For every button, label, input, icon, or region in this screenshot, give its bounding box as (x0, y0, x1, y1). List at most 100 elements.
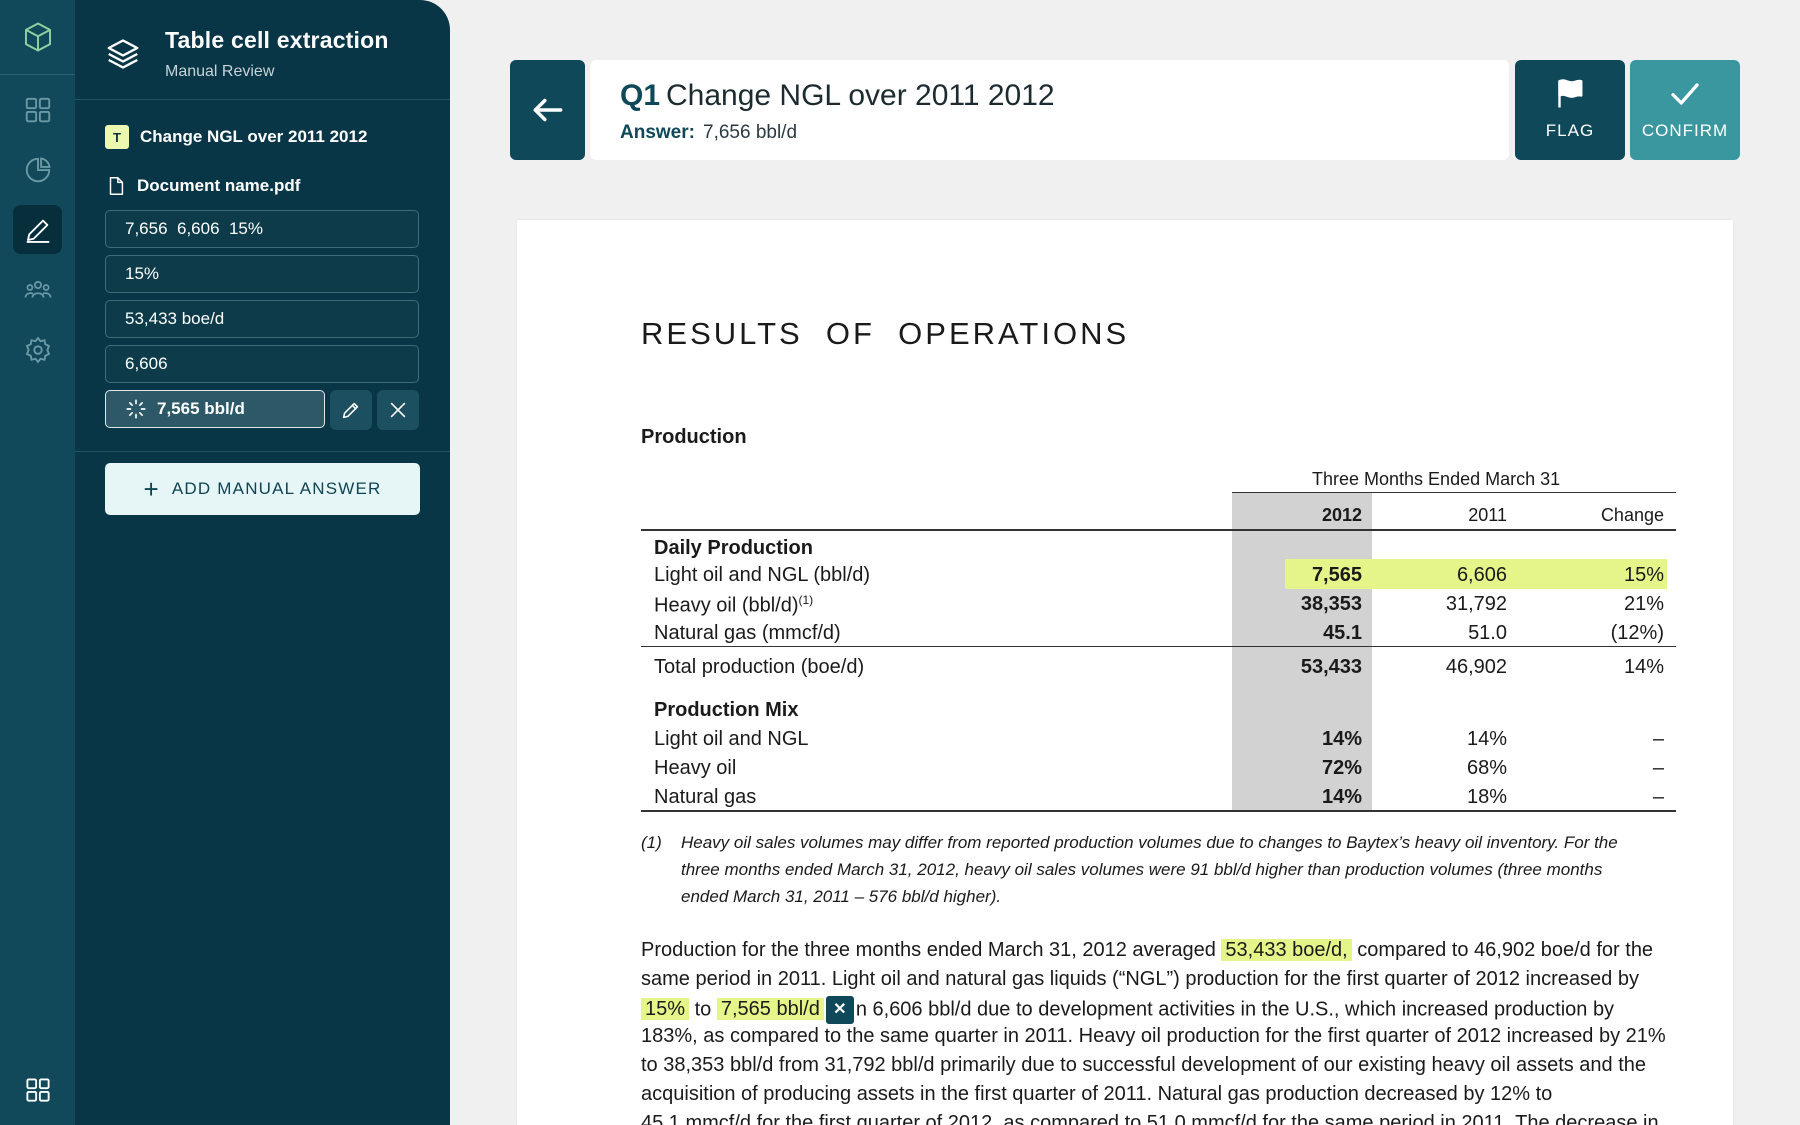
cell-change: – (1652, 757, 1664, 779)
answer-value: 7,656 bbl/d (703, 122, 798, 143)
rail-settings[interactable] (13, 325, 62, 374)
paragraph-line: 15% to 7,565 bbl/d ✕ n 6,606 bbl/d due to … (641, 996, 1614, 1024)
header-rule (1232, 492, 1676, 493)
panel-title: Table cell extraction (165, 27, 389, 53)
answer-option-text: 53,433 boe/d (125, 309, 225, 328)
flag-label: FLAG (1545, 121, 1595, 140)
answer-option-text: 15% (125, 264, 160, 283)
selected-answer[interactable]: 7,565 bbl/d (105, 390, 325, 428)
rail-team[interactable] (13, 265, 62, 314)
remove-highlight-button[interactable]: ✕ (825, 996, 854, 1024)
cell-2012: 72% (1321, 757, 1362, 779)
review-panel: Table cell extraction Manual Review T Ch… (75, 0, 450, 1125)
row-highlight (1285, 559, 1667, 589)
answer-option[interactable]: 7,656 6,606 15% (105, 210, 419, 248)
panel-header: Table cell extraction Manual Review (75, 0, 450, 100)
answer-option[interactable]: 53,433 boe/d (105, 300, 419, 338)
rail-logo[interactable] (0, 0, 75, 75)
highlighted-answer[interactable]: 15% (641, 998, 690, 1021)
question-number: Q1 (620, 79, 661, 112)
arrow-left-icon (533, 98, 562, 122)
paragraph-text: n 6,606 bbl/d due to development activit… (855, 998, 1615, 1021)
rail-analytics[interactable] (13, 145, 62, 194)
rail-dashboard[interactable] (13, 85, 62, 134)
panel-divider (75, 451, 450, 452)
confirm-button[interactable]: CONFIRM (1630, 60, 1740, 160)
column-header-2012: 2012 (1321, 505, 1362, 525)
answer-label: Answer: (620, 122, 695, 143)
total-change: 14% (1623, 656, 1664, 678)
flag-button[interactable]: FLAG (1515, 60, 1625, 160)
document-name: Document name.pdf (137, 176, 301, 195)
add-manual-answer-button[interactable]: + ADD MANUAL ANSWER (105, 463, 420, 515)
paragraph-line: to 38,353 bbl/d from 31,792 bbl/d primar… (641, 1054, 1647, 1076)
remove-answer-button[interactable] (377, 390, 419, 430)
plus-icon: + (143, 474, 160, 504)
footnote-line: three months ended March 31, 2012, heavy… (681, 860, 1603, 879)
row-label-text: Heavy oil (bbl/d) (654, 594, 799, 617)
apps-icon (25, 1077, 50, 1102)
highlighted-answer[interactable]: 53,433 boe/d, (1221, 939, 1352, 961)
rail-review[interactable] (13, 205, 62, 254)
cell-change: – (1652, 728, 1664, 750)
paragraph-text: Production for the three months ended Ma… (641, 939, 1216, 961)
paragraph-line: acquisition of producing assets in the f… (641, 1083, 1553, 1105)
gear-icon (25, 336, 50, 363)
document-heading: RESULTS OF OPERATIONS (641, 316, 1130, 351)
rail-apps[interactable] (13, 1065, 62, 1114)
back-button[interactable] (510, 60, 585, 160)
footnote-marker: (1) (641, 833, 662, 852)
panel-subtitle: Manual Review (165, 63, 275, 80)
row-label: Heavy oil (654, 757, 737, 779)
row-label: Natural gas (mmcf/d) (654, 622, 841, 644)
cell-2011: 6,606 (1456, 564, 1507, 586)
cell-change: 15% (1623, 564, 1664, 586)
question-label: Change NGL over 2011 2012 (140, 127, 368, 146)
pie-chart-icon (25, 156, 51, 182)
row-label: Natural gas (654, 786, 757, 808)
cell-2011: 68% (1466, 757, 1507, 779)
paragraph-text: to (694, 998, 712, 1021)
row-label: Heavy oil (bbl/d)(1) (654, 593, 813, 618)
cell-2011: 51.0 (1468, 622, 1507, 644)
confirm-label: CONFIRM (1641, 121, 1729, 140)
cell-2011: 14% (1466, 728, 1507, 750)
cell-2012: 7,565 (1311, 564, 1362, 586)
edit-answer-button[interactable] (330, 390, 372, 430)
flag-icon (1558, 79, 1583, 108)
total-rule (641, 646, 1676, 647)
question-item[interactable]: T Change NGL over 2011 2012 (105, 125, 367, 149)
selected-answer-text: 7,565 bbl/d (157, 399, 245, 418)
cell-2012: 14% (1321, 728, 1362, 750)
table-top-rule (641, 529, 1676, 531)
cell-2011: 31,792 (1445, 593, 1507, 615)
total-label: Total production (boe/d) (654, 656, 865, 678)
paragraph-line: Production for the three months ended Ma… (641, 939, 1653, 962)
column-2012-shading (1232, 492, 1372, 810)
answer-option-text: 7,656 6,606 15% (125, 219, 264, 238)
column-header-2011: 2011 (1468, 505, 1507, 525)
period-header: Three Months Ended March 31 (1312, 469, 1561, 489)
add-manual-answer-label: ADD MANUAL ANSWER (171, 479, 382, 498)
cell-2012: 14% (1321, 786, 1362, 808)
cube-icon (24, 22, 51, 52)
total-2012: 53,433 (1300, 656, 1362, 678)
paragraph-line: 183%, as compared to the same quarter in… (641, 1025, 1666, 1047)
answer-option[interactable]: 15% (105, 255, 419, 293)
question-header: Q1 Change NGL over 2011 2012 Answer: 7,6… (590, 60, 1509, 160)
cell-change: 21% (1623, 593, 1664, 615)
answer-option[interactable]: 6,606 (105, 345, 419, 383)
cell-change: – (1652, 786, 1664, 808)
row-label: Light oil and NGL (bbl/d) (654, 564, 871, 586)
grid-icon (25, 97, 50, 122)
layers-icon (107, 39, 139, 69)
pen-icon (26, 219, 49, 243)
highlighted-answer[interactable]: 7,565 bbl/d (716, 998, 824, 1021)
cell-2011: 18% (1466, 786, 1507, 808)
document-item[interactable]: Document name.pdf (105, 175, 300, 197)
section-heading: Production (641, 426, 747, 448)
footnote-line: Heavy oil sales volumes may differ from … (681, 833, 1618, 852)
answer-option-text: 6,606 (125, 354, 168, 373)
production-mix-heading: Production Mix (654, 699, 799, 721)
close-icon (390, 402, 406, 418)
